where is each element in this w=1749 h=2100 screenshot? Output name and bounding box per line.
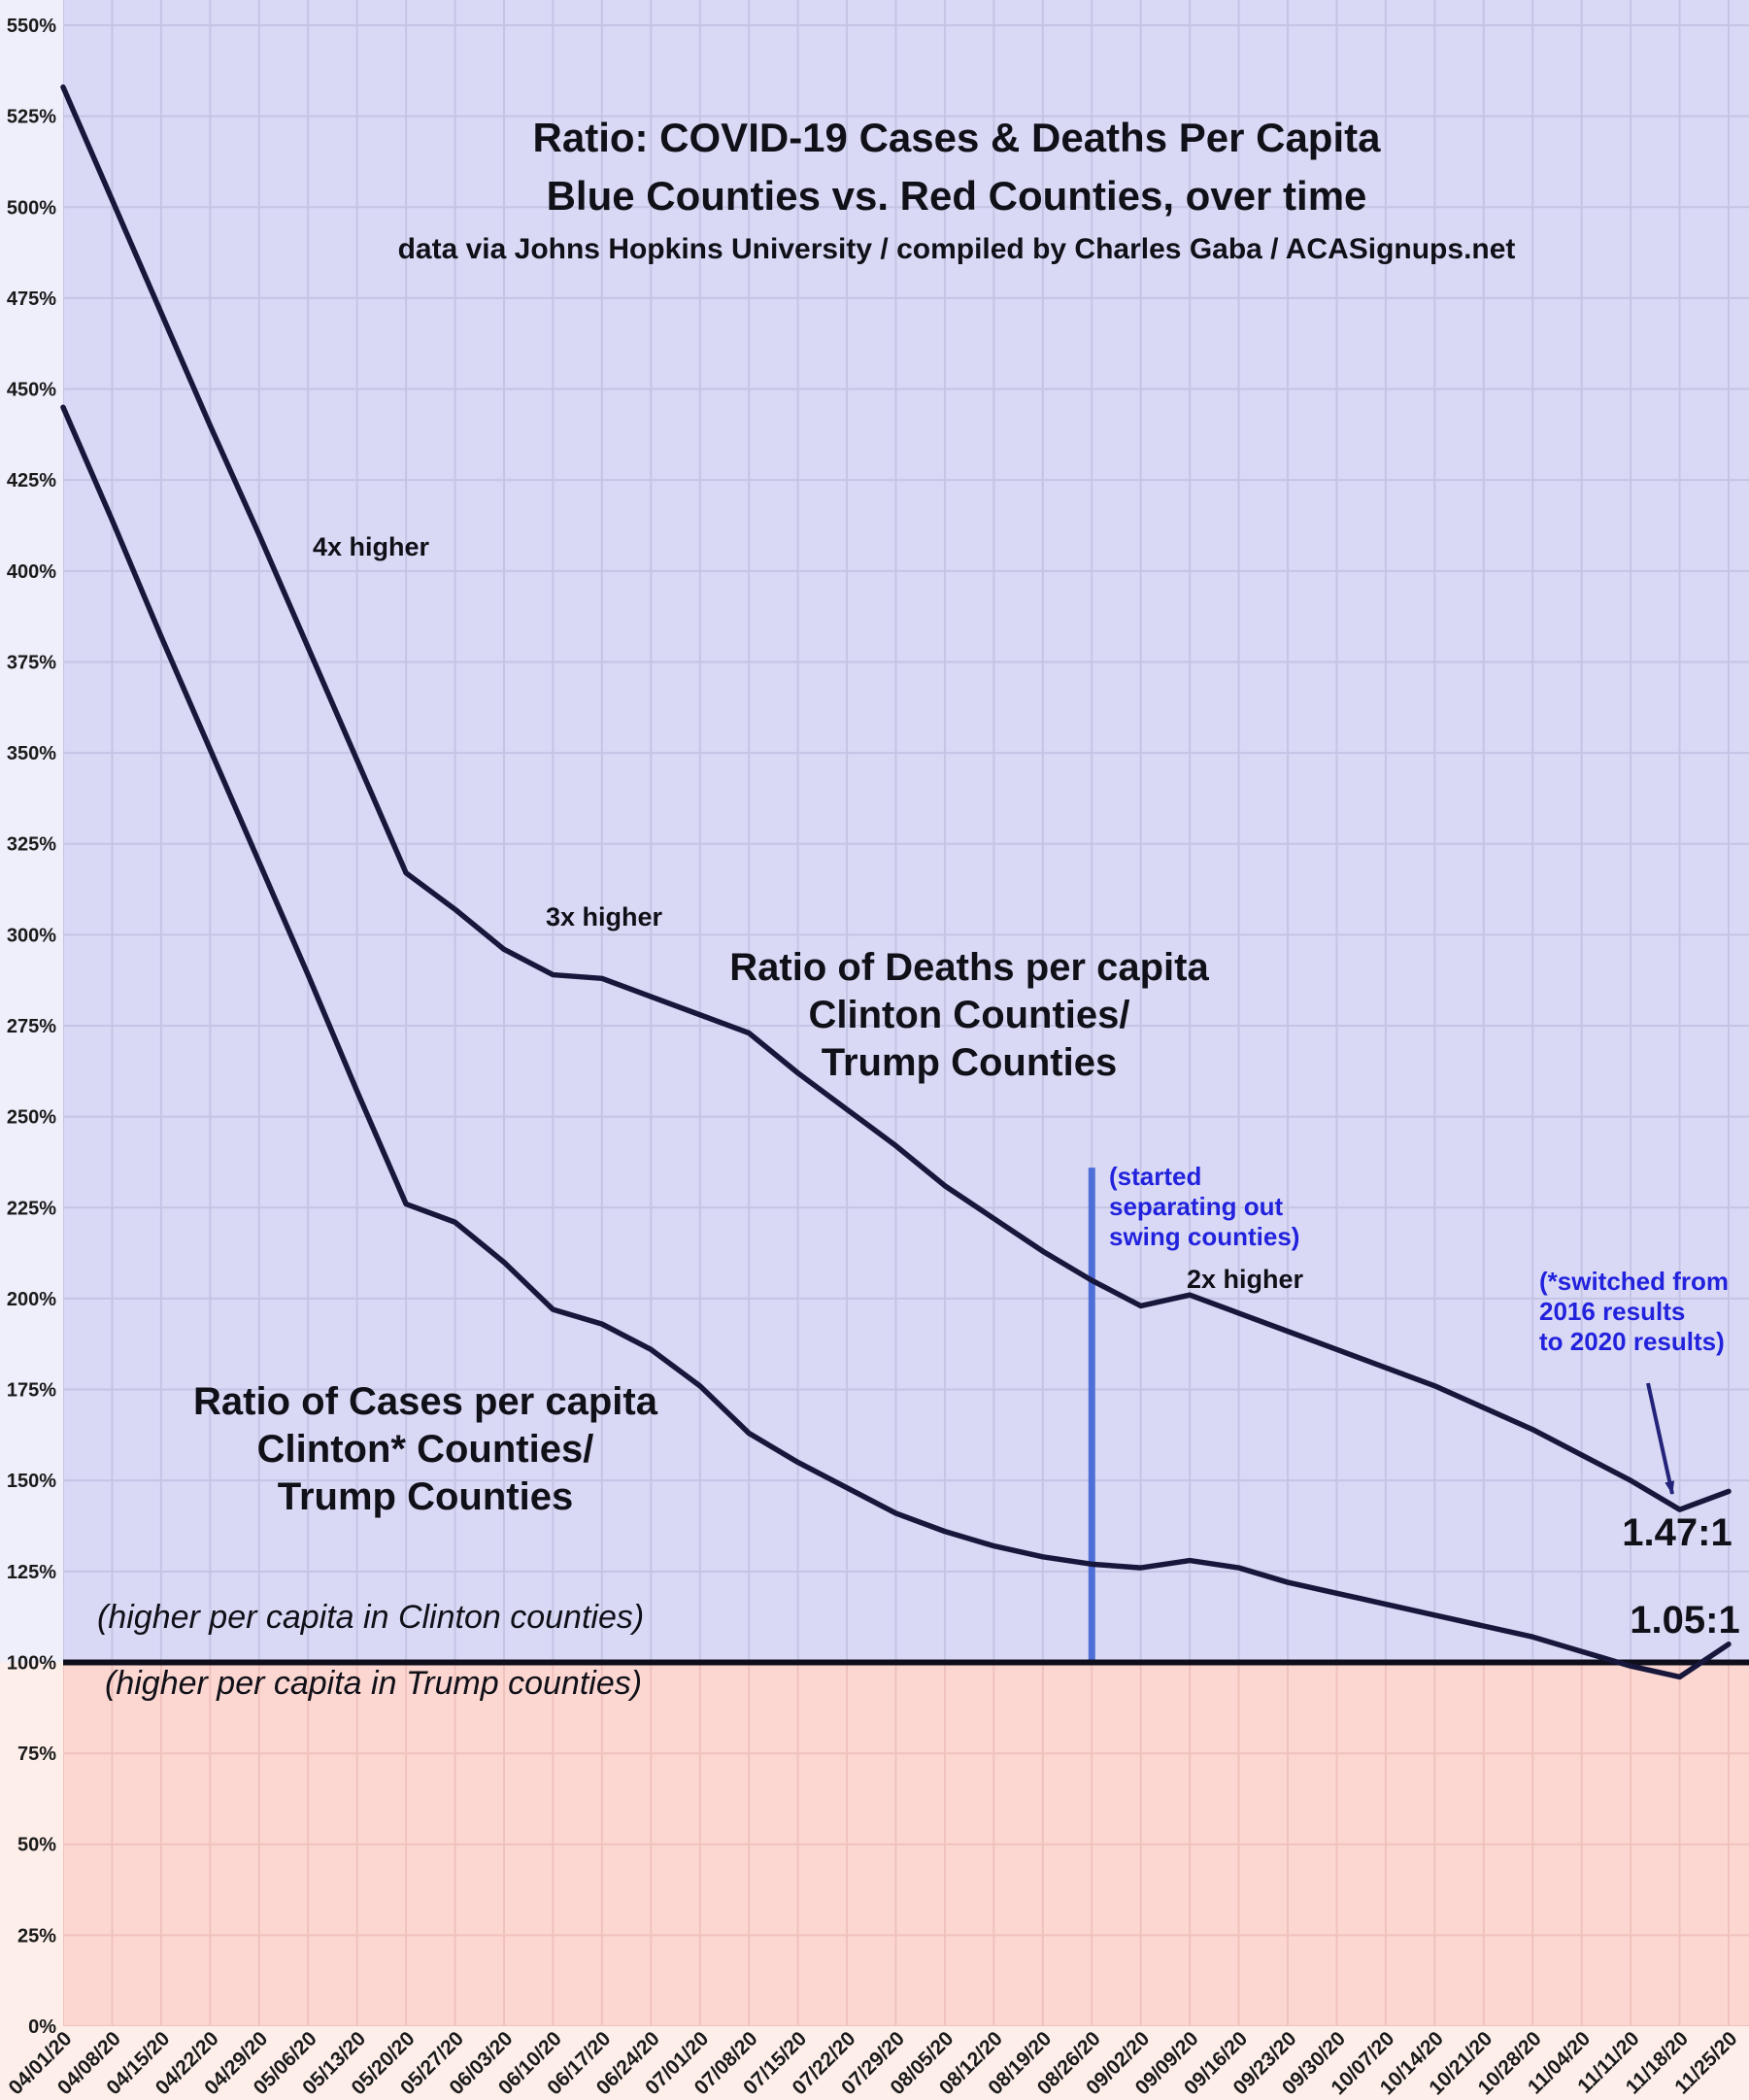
y-tick-label: 100% [7, 1652, 56, 1674]
y-tick-label: 350% [7, 743, 56, 764]
y-tick-label: 400% [7, 561, 56, 583]
y-tick-label: 0% [28, 2016, 56, 2038]
y-tick-label: 300% [7, 925, 56, 946]
y-tick-label: 275% [7, 1016, 56, 1037]
gridlines [63, 0, 1749, 1663]
y-tick-label: 525% [7, 107, 56, 128]
y-tick-label: 325% [7, 834, 56, 856]
below-baseline-note: (higher per capita in Trump counties) [105, 1665, 643, 1702]
plot-bg-above-baseline [63, 0, 1749, 1663]
swing-counties-note: (started separating out swing counties) [1109, 1162, 1300, 1251]
deaths-final-ratio-label: 1.47:1 [1622, 1511, 1732, 1554]
y-tick-label: 225% [7, 1198, 56, 1219]
deaths-series-label: Ratio of Deaths per capita Clinton Count… [729, 946, 1209, 1084]
cases-ratio-line [60, 404, 1732, 1680]
y-tick-label: 500% [7, 197, 56, 219]
annotation-2x-higher: 2x higher [1187, 1265, 1304, 1294]
deaths-ratio-line [60, 84, 1732, 1512]
y-tick-label: 250% [7, 1107, 56, 1129]
chart-title: Ratio: COVID-19 Cases & Deaths Per Capit… [532, 115, 1381, 160]
y-tick-label: 200% [7, 1289, 56, 1310]
annotation-4x-higher: 4x higher [313, 532, 430, 561]
y-tick-label: 150% [7, 1471, 56, 1492]
y-tick-label: 25% [17, 1925, 56, 1947]
y-tick-label: 375% [7, 652, 56, 673]
results-switch-note: (*switched from 2016 results to 2020 res… [1539, 1267, 1730, 1356]
switch-note-arrow [1646, 1382, 1675, 1495]
y-tick-label: 175% [7, 1380, 56, 1402]
y-tick-label: 50% [17, 1835, 56, 1856]
y-tick-label: 75% [17, 1744, 56, 1765]
above-baseline-note: (higher per capita in Clinton counties) [97, 1599, 645, 1636]
y-tick-label: 550% [7, 16, 56, 37]
chart-subtitle: Blue Counties vs. Red Counties, over tim… [546, 173, 1367, 219]
y-tick-label: 125% [7, 1562, 56, 1583]
annotation-3x-higher: 3x higher [546, 902, 663, 931]
cases-final-ratio-label: 1.05:1 [1630, 1599, 1740, 1642]
cases-series-label: Ratio of Cases per capita Clinton* Count… [193, 1380, 657, 1518]
y-tick-label: 425% [7, 470, 56, 491]
y-tick-label: 475% [7, 288, 56, 310]
gridlines [63, 1662, 1749, 2027]
chart-source-credit: data via Johns Hopkins University / comp… [397, 233, 1516, 265]
y-tick-label: 450% [7, 380, 56, 401]
